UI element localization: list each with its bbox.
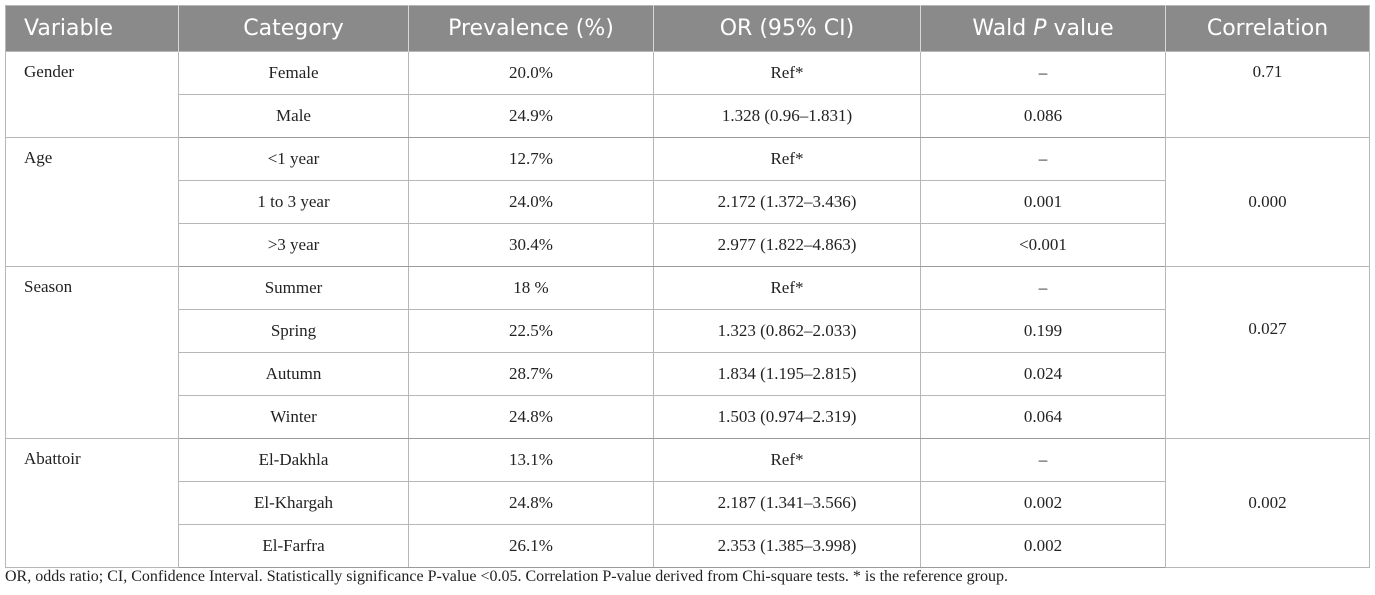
or-cell: 2.187 (1.341–3.566) — [653, 481, 921, 525]
or-cell: 1.323 (0.862–2.033) — [653, 309, 921, 353]
correlation-age: 0.000 — [1165, 137, 1370, 267]
category-cell: 1 to 3 year — [178, 180, 409, 224]
wald-cell: – — [920, 438, 1166, 482]
table-row: Season Summer 18 % Ref* – 0.027 — [5, 266, 1370, 439]
category-cell: Male — [178, 94, 409, 138]
header-wald: Wald P value — [920, 5, 1166, 52]
header-category: Category — [178, 5, 409, 52]
table-row: Winter 24.8% 1.503 (0.974–2.319) 0.064 — [6, 395, 1370, 439]
table-row: El-Khargah 24.8% 2.187 (1.341–3.566) 0.0… — [6, 481, 1370, 525]
wald-cell: 0.001 — [920, 180, 1166, 224]
wald-cell: 0.199 — [920, 309, 1166, 353]
category-cell: Summer — [178, 266, 409, 310]
table-row: Age <1 year 12.7% Ref* – 0.000 — [5, 137, 1370, 267]
category-cell: Autumn — [178, 352, 409, 396]
header-variable: Variable — [5, 5, 179, 52]
or-cell: Ref* — [653, 51, 921, 95]
table-footnote: OR, odds ratio; CI, Confidence Interval.… — [5, 568, 1008, 585]
table-row: Gender Female 20.0% Ref* – 0.71 — [5, 51, 1370, 138]
wald-cell: 0.086 — [920, 94, 1166, 138]
header-row: Variable Category Prevalence (%) OR (95%… — [5, 5, 1370, 52]
wald-cell: 0.002 — [920, 481, 1166, 525]
wald-cell: – — [920, 51, 1166, 95]
table-row: Abattoir El-Dakhla 13.1% Ref* – 0.002 — [5, 438, 1370, 568]
category-cell: <1 year — [178, 137, 409, 181]
table-row: Autumn 28.7% 1.834 (1.195–2.815) 0.024 — [6, 352, 1370, 396]
wald-cell: – — [920, 266, 1166, 310]
header-prevalence: Prevalence (%) — [408, 5, 654, 52]
or-cell: 1.503 (0.974–2.319) — [653, 395, 921, 439]
category-cell: Female — [178, 51, 409, 95]
prevalence-cell: 18 % — [408, 266, 654, 310]
variable-abattoir: Abattoir — [5, 438, 179, 568]
category-cell: Winter — [178, 395, 409, 439]
wald-cell: 0.002 — [920, 524, 1166, 568]
or-cell: 2.353 (1.385–3.998) — [653, 524, 921, 568]
header-wald-post: value — [1046, 16, 1114, 41]
variable-age: Age — [5, 137, 179, 267]
results-table: Variable Category Prevalence (%) OR (95%… — [5, 5, 1370, 568]
or-cell: Ref* — [653, 266, 921, 310]
header-wald-p: P — [1033, 16, 1047, 41]
or-cell: 1.834 (1.195–2.815) — [653, 352, 921, 396]
prevalence-cell: 12.7% — [408, 137, 654, 181]
category-cell: El-Farfra — [178, 524, 409, 568]
or-cell: 2.172 (1.372–3.436) — [653, 180, 921, 224]
prevalence-cell: 22.5% — [408, 309, 654, 353]
correlation-gender: 0.71 — [1165, 51, 1370, 138]
prevalence-cell: 30.4% — [408, 223, 654, 267]
prevalence-cell: 20.0% — [408, 51, 654, 95]
table-container: Variable Category Prevalence (%) OR (95%… — [5, 5, 1370, 568]
variable-gender: Gender — [5, 51, 179, 138]
category-cell: El-Dakhla — [178, 438, 409, 482]
correlation-abattoir: 0.002 — [1165, 438, 1370, 568]
header-correlation: Correlation — [1165, 5, 1370, 52]
table-row: Spring 22.5% 1.323 (0.862–2.033) 0.199 — [6, 309, 1370, 353]
wald-cell: <0.001 — [920, 223, 1166, 267]
prevalence-cell: 24.9% — [408, 94, 654, 138]
table-row: Male 24.9% 1.328 (0.96–1.831) 0.086 — [6, 94, 1370, 138]
table-row: El-Farfra 26.1% 2.353 (1.385–3.998) 0.00… — [6, 524, 1370, 568]
category-cell: El-Khargah — [178, 481, 409, 525]
or-cell: Ref* — [653, 438, 921, 482]
prevalence-cell: 13.1% — [408, 438, 654, 482]
prevalence-cell: 24.0% — [408, 180, 654, 224]
or-cell: Ref* — [653, 137, 921, 181]
category-cell: Spring — [178, 309, 409, 353]
prevalence-cell: 24.8% — [408, 481, 654, 525]
wald-cell: – — [920, 137, 1166, 181]
or-cell: 2.977 (1.822–4.863) — [653, 223, 921, 267]
correlation-season: 0.027 — [1165, 266, 1370, 439]
wald-cell: 0.064 — [920, 395, 1166, 439]
wald-cell: 0.024 — [920, 352, 1166, 396]
prevalence-cell: 26.1% — [408, 524, 654, 568]
category-cell: >3 year — [178, 223, 409, 267]
header-or: OR (95% CI) — [653, 5, 921, 52]
header-wald-pre: Wald — [972, 16, 1034, 41]
table-row: >3 year 30.4% 2.977 (1.822–4.863) <0.001 — [6, 223, 1370, 267]
prevalence-cell: 28.7% — [408, 352, 654, 396]
table-row: 1 to 3 year 24.0% 2.172 (1.372–3.436) 0.… — [6, 180, 1370, 224]
prevalence-cell: 24.8% — [408, 395, 654, 439]
variable-season: Season — [5, 266, 179, 439]
or-cell: 1.328 (0.96–1.831) — [653, 94, 921, 138]
